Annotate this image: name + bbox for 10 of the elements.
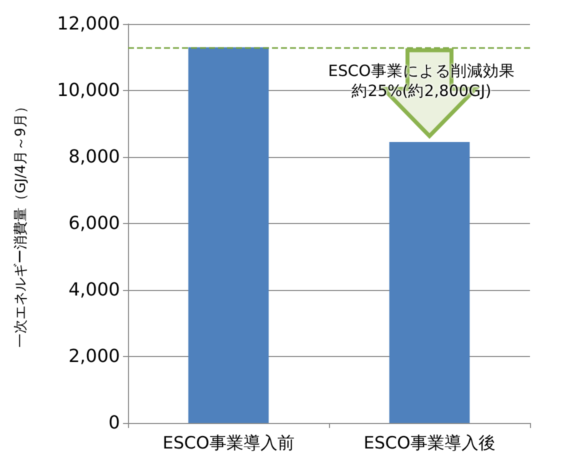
y-tick-label: 12,000 [57, 14, 120, 34]
x-tick-label: ESCO事業導入前 [162, 434, 294, 454]
y-tick-label: 4,000 [68, 280, 120, 300]
y-tick-label: 2,000 [68, 346, 120, 367]
x-tick-label: ESCO事業導入後 [364, 434, 496, 454]
y-tick-label: 0 [108, 412, 120, 434]
y-tick-label: 8,000 [68, 146, 120, 168]
y-tick-label: 6,000 [68, 213, 120, 234]
y-axis-title: 一次エネルギー消費量（GJ/4月～9月） [13, 100, 29, 348]
y-tick-label: 10,000 [57, 80, 120, 101]
